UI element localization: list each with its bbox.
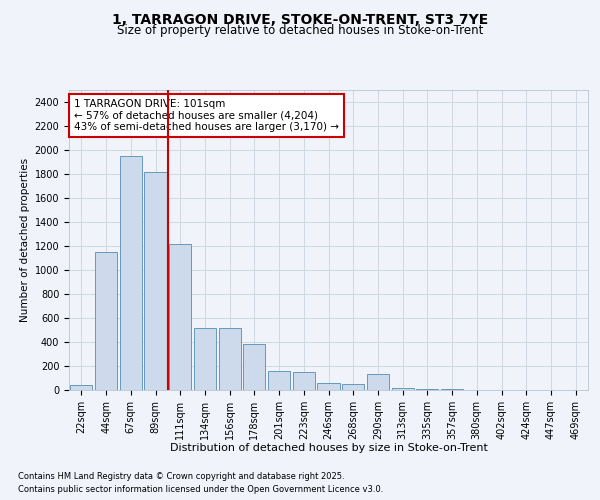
Text: Contains public sector information licensed under the Open Government Licence v3: Contains public sector information licen… — [18, 485, 383, 494]
Bar — [194, 328, 216, 390]
Bar — [342, 384, 364, 390]
Bar — [70, 385, 92, 390]
Bar — [392, 388, 414, 390]
Bar — [218, 328, 241, 390]
Text: Contains HM Land Registry data © Crown copyright and database right 2025.: Contains HM Land Registry data © Crown c… — [18, 472, 344, 481]
Bar — [293, 372, 315, 390]
Bar — [95, 252, 117, 390]
Bar — [268, 371, 290, 390]
Text: 1, TARRAGON DRIVE, STOKE-ON-TRENT, ST3 7YE: 1, TARRAGON DRIVE, STOKE-ON-TRENT, ST3 7… — [112, 12, 488, 26]
Y-axis label: Number of detached properties: Number of detached properties — [20, 158, 31, 322]
Bar — [119, 156, 142, 390]
Text: 1 TARRAGON DRIVE: 101sqm
← 57% of detached houses are smaller (4,204)
43% of sem: 1 TARRAGON DRIVE: 101sqm ← 57% of detach… — [74, 99, 339, 132]
Text: Size of property relative to detached houses in Stoke-on-Trent: Size of property relative to detached ho… — [117, 24, 483, 37]
Bar — [367, 374, 389, 390]
Bar — [169, 244, 191, 390]
Bar — [317, 383, 340, 390]
Bar — [145, 172, 167, 390]
Bar — [243, 344, 265, 390]
X-axis label: Distribution of detached houses by size in Stoke-on-Trent: Distribution of detached houses by size … — [170, 444, 487, 454]
Bar — [416, 389, 439, 390]
